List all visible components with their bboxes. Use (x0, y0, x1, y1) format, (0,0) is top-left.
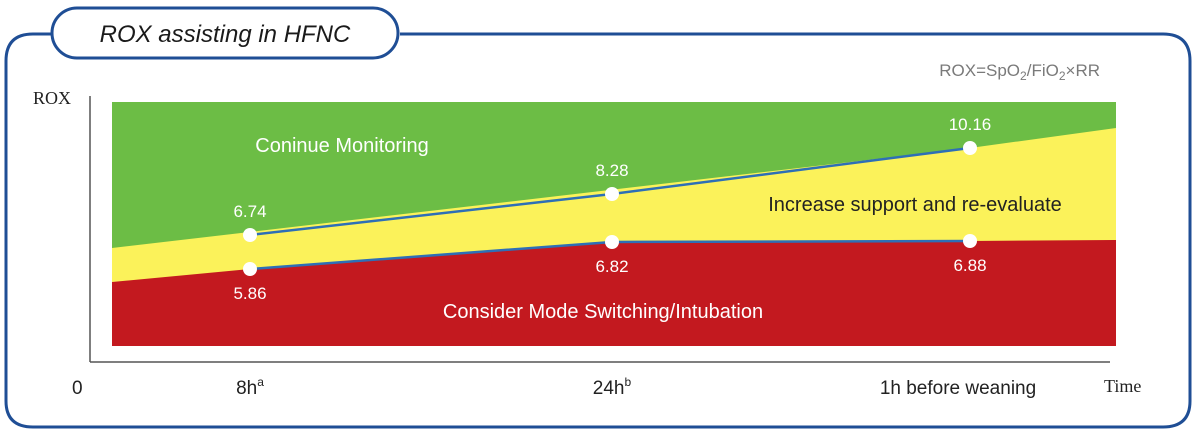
y-axis-label: ROX (33, 88, 71, 108)
x-tick-label-2: 1h before weaning (880, 378, 1036, 399)
data-label-0-2: 10.16 (949, 115, 992, 134)
data-point-1-1 (605, 235, 619, 249)
series-layer: 6.74 8.28 10.16 5.86 6.82 6.88 (233, 115, 991, 303)
x-tick-label-0: 8ha (236, 375, 264, 399)
outer-frame (4, 32, 1192, 429)
data-label-1-1: 6.82 (595, 257, 628, 276)
chart-title: ROX assisting in HFNC (100, 21, 351, 48)
data-point-0-2 (963, 141, 977, 155)
data-point-1-0 (243, 262, 257, 276)
zone-label-mode-switching: Consider Mode Switching/Intubation (443, 301, 763, 323)
zone-mode-switching (112, 240, 1116, 346)
x-axis-label: Time (1104, 376, 1141, 396)
data-point-0-0 (243, 228, 257, 242)
data-point-1-2 (963, 234, 977, 248)
origin-label: 0 (72, 378, 83, 399)
x-tick-label-1: 24hb (593, 375, 632, 399)
data-label-1-2: 6.88 (953, 256, 986, 275)
data-point-0-1 (605, 187, 619, 201)
data-label-0-1: 8.28 (595, 161, 628, 180)
zone-label-increase-support: Increase support and re-evaluate (768, 194, 1062, 216)
data-label-0-0: 6.74 (233, 202, 266, 221)
title-tab (50, 6, 400, 60)
zone-label-continue-monitoring: Coninue Monitoring (255, 135, 428, 157)
rox-formula: ROX=SpO2/FiO2×RR (939, 61, 1100, 83)
data-label-1-0: 5.86 (233, 284, 266, 303)
